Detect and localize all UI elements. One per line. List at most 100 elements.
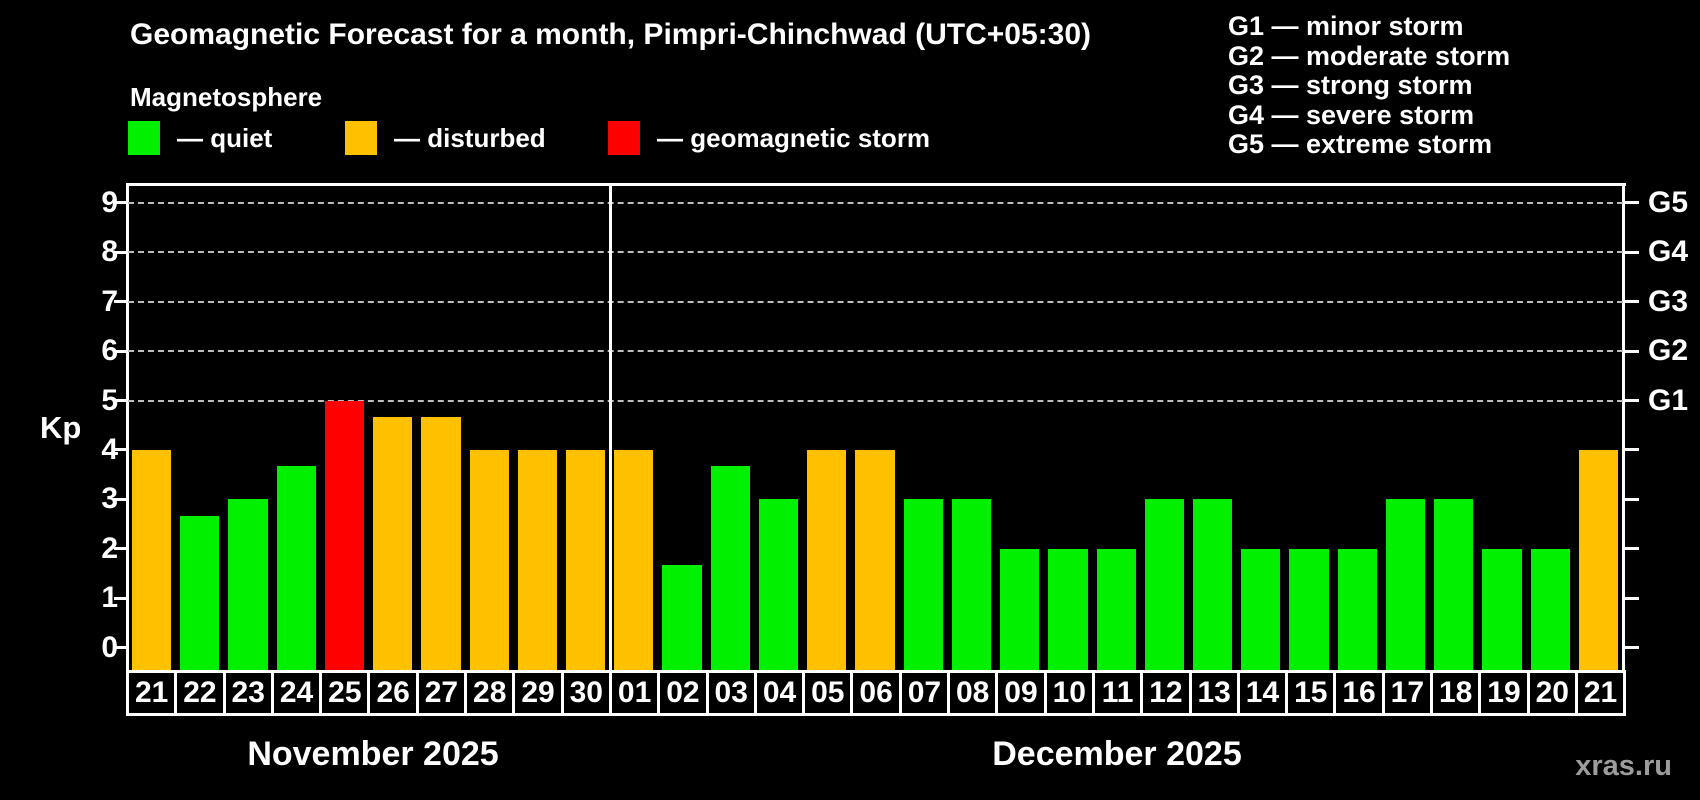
day-label-dec-17: 17: [1384, 673, 1431, 713]
right-tick-5: [1625, 399, 1639, 402]
day-label-nov-27: 27: [418, 673, 465, 713]
y-tick-8: [114, 250, 128, 254]
legend-item-disturbed: — disturbed: [345, 121, 546, 155]
kp-bar-22-nov: [180, 515, 220, 670]
day-label-nov-29: 29: [515, 673, 561, 713]
y-tick-5: [114, 399, 128, 402]
right-axis-label-g5: G5: [1648, 185, 1689, 219]
y-tick-label-5: 5: [101, 383, 118, 417]
day-label-dec-16: 16: [1336, 673, 1382, 713]
kp-bar-21-nov: [132, 449, 172, 670]
y-tick-6: [114, 349, 128, 353]
day-label-nov-24: 24: [273, 673, 320, 713]
kp-bar-30-nov: [566, 449, 606, 670]
day-label-dec-20: 20: [1529, 673, 1575, 713]
month-label-november: November 2025: [247, 735, 499, 773]
kp-bar-24-nov: [276, 466, 316, 670]
kp-bar-15-dec: [1289, 548, 1329, 670]
gridline-kp9: [128, 201, 1623, 204]
day-label-dec-08: 08: [950, 673, 996, 713]
day-label-dec-06: 06: [853, 673, 899, 713]
legend-item-storm: — geomagnetic storm: [608, 121, 930, 155]
kp-bar-29-nov: [517, 449, 558, 670]
legend-label-disturbed: — disturbed: [394, 122, 546, 153]
kp-bar-16-dec: [1337, 548, 1377, 670]
month-label-december: December 2025: [992, 735, 1242, 773]
kp-bar-19-dec: [1482, 548, 1522, 670]
gridline-kp6: [128, 350, 1623, 353]
day-label-dec-14: 14: [1239, 673, 1286, 713]
y-tick-3: [114, 497, 128, 501]
day-label-dec-02: 02: [660, 673, 706, 713]
kp-bar-02-dec: [662, 565, 702, 670]
right-tick-0: [1625, 646, 1639, 649]
day-label-nov-25: 25: [322, 673, 368, 713]
day-label-dec-15: 15: [1288, 673, 1334, 713]
day-label-nov-22: 22: [177, 673, 223, 713]
y-tick-label-8: 8: [101, 235, 118, 269]
y-tick-9: [114, 201, 128, 205]
day-label-dec-09: 09: [998, 673, 1044, 713]
kp-bar-28-nov: [469, 449, 509, 670]
day-label-dec-18: 18: [1433, 673, 1479, 713]
g-scale-row-2: G2 — moderate storm: [1228, 40, 1511, 71]
kp-bar-03-dec: [710, 466, 750, 670]
kp-axis-label: Kp: [40, 410, 82, 445]
right-tick-6: [1625, 349, 1639, 353]
day-label-row: 21 22 23 24 25 26 27 28 29 30 01 02 03 04 05 06 07 08 09 10…: [126, 670, 1626, 716]
day-label-nov-23: 23: [225, 673, 271, 713]
day-label-nov-28: 28: [467, 673, 513, 713]
kp-bar-17-dec: [1385, 499, 1426, 670]
g-scale-legend: G1 — minor storm G2 — moderate storm G3 — …: [1228, 11, 1511, 160]
y-tick-label-6: 6: [101, 334, 118, 368]
y-tick-label-7: 7: [101, 284, 118, 318]
right-tick-4: [1625, 448, 1639, 452]
right-tick-3: [1625, 497, 1639, 501]
kp-bar-23-nov: [228, 499, 268, 670]
kp-bar-05-dec: [807, 449, 847, 670]
g-scale-row-1: G1 — minor storm: [1228, 11, 1464, 41]
kp-bar-06-dec: [855, 449, 895, 670]
legend-label-quiet: — quiet: [177, 122, 273, 153]
y-tick-label-3: 3: [101, 482, 118, 516]
y-tick-label-2: 2: [101, 531, 118, 565]
plot-top-border: [126, 183, 1626, 186]
day-label-dec-01: 01: [611, 673, 658, 713]
y-tick-label-9: 9: [101, 185, 118, 219]
day-label-nov-21: 21: [129, 673, 175, 713]
right-axis-label-g4: G4: [1648, 235, 1689, 269]
kp-bar-25-nov: [324, 400, 365, 670]
day-label-dec-07: 07: [901, 673, 948, 713]
y-tick-2: [114, 547, 128, 551]
kp-bar-11-dec: [1096, 548, 1136, 670]
kp-bar-04-dec: [758, 499, 799, 670]
legend-item-quiet: — quiet: [128, 121, 272, 155]
right-axis-label-g1: G1: [1648, 383, 1689, 417]
y-tick-label-0: 0: [101, 630, 118, 664]
gridline-kp7: [128, 300, 1623, 303]
y-tick-0: [114, 646, 128, 649]
kp-bar-20-dec: [1530, 548, 1570, 670]
right-tick-8: [1625, 250, 1639, 254]
kp-bar-13-dec: [1192, 499, 1233, 670]
day-label-dec-13: 13: [1191, 673, 1237, 713]
right-tick-7: [1625, 300, 1639, 304]
gridline-kp5: [128, 399, 1623, 402]
legend-swatch-storm: [608, 121, 640, 155]
y-tick-label-4: 4: [101, 432, 118, 466]
y-tick-7: [114, 300, 128, 304]
kp-bar-18-dec: [1434, 499, 1474, 670]
day-label-dec-04: 04: [756, 673, 803, 713]
kp-bar-14-dec: [1241, 548, 1281, 670]
day-label-dec-05: 05: [805, 673, 851, 713]
chart-title: Geomagnetic Forecast for a month, Pimpri…: [130, 18, 1091, 51]
kp-bar-01-dec: [614, 449, 654, 670]
y-tick-label-1: 1: [101, 581, 118, 615]
kp-bar-27-nov: [421, 416, 461, 670]
day-label-nov-26: 26: [370, 673, 416, 713]
gridline-kp8: [128, 251, 1623, 254]
kp-bar-26-nov: [373, 416, 413, 670]
day-label-dec-03: 03: [708, 673, 754, 713]
day-label-dec-19: 19: [1481, 673, 1527, 713]
